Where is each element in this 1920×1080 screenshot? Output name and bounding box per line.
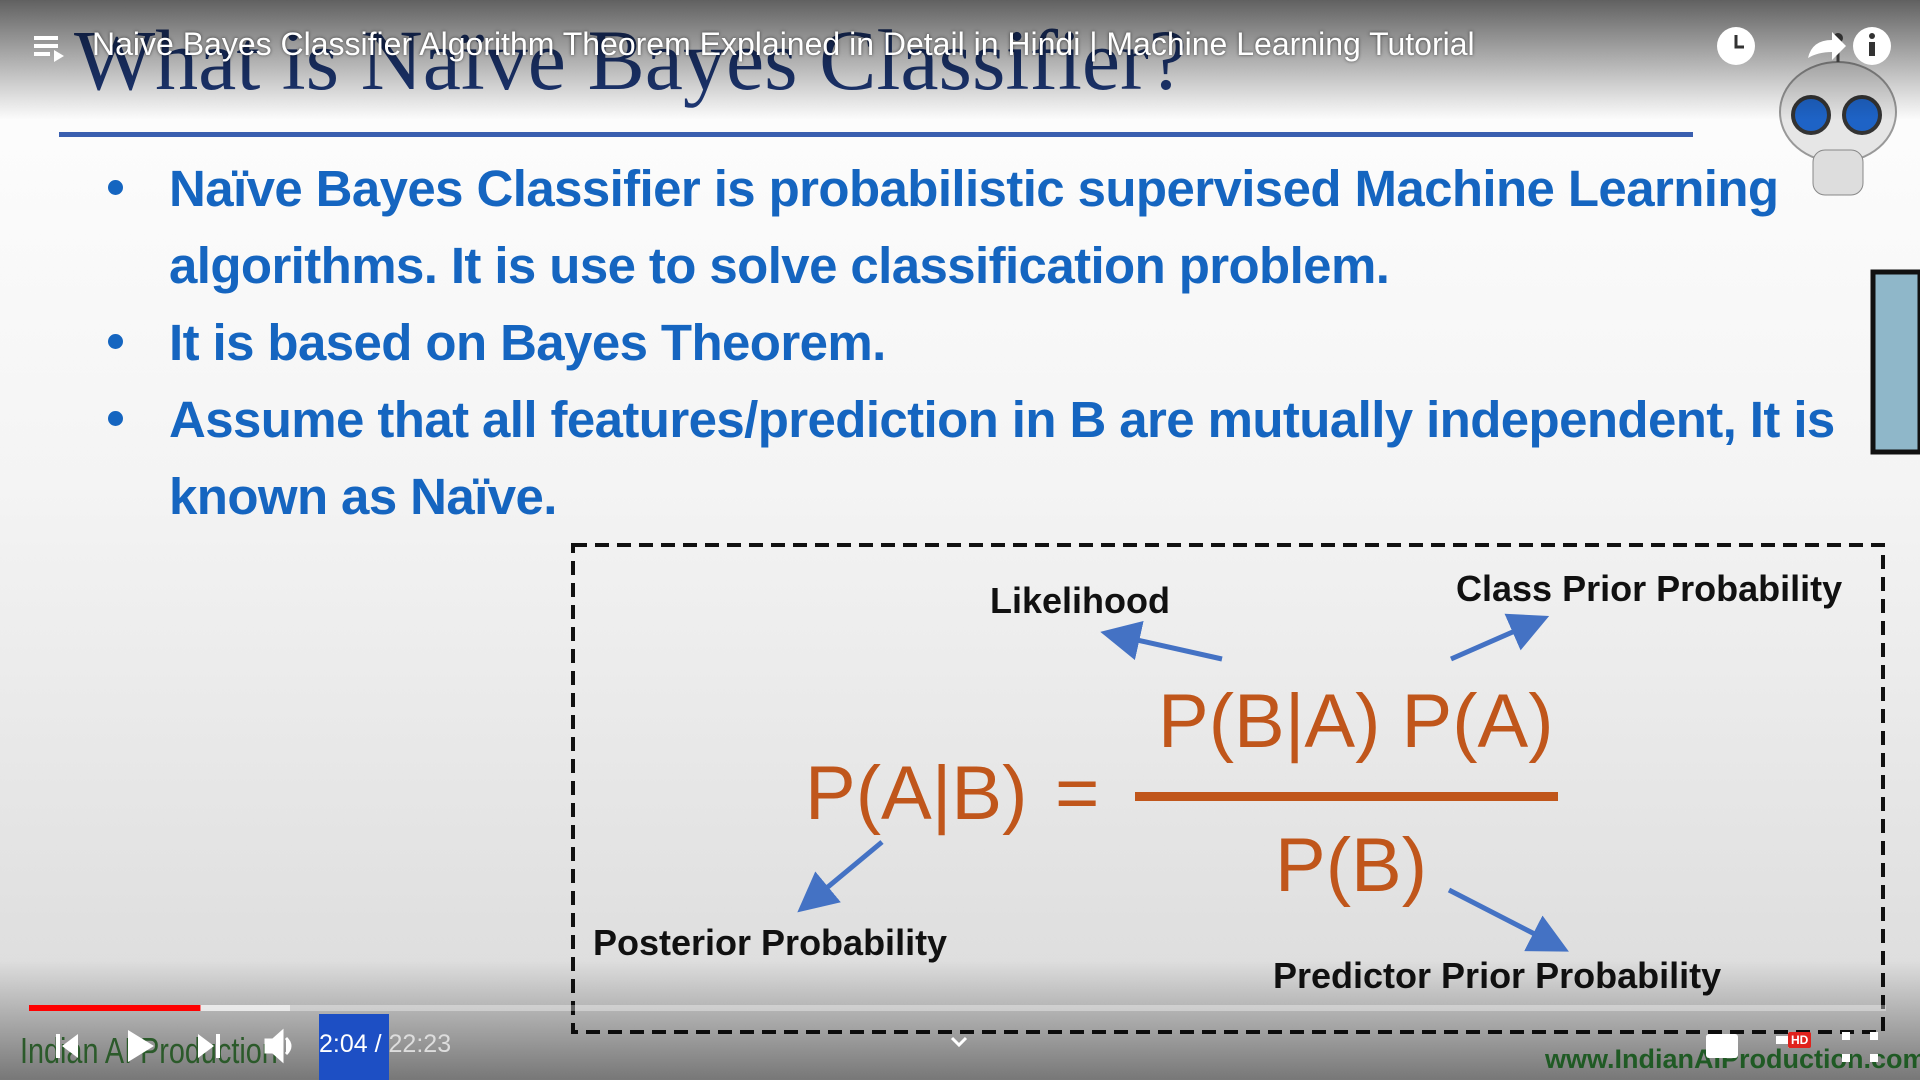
formula-lhs: P(A|B) (805, 751, 1028, 836)
heading-rule (59, 132, 1693, 137)
label-posterior: Posterior Probability (593, 922, 948, 963)
volume-button[interactable] (264, 1028, 292, 1064)
formula-denominator: P(B) (1275, 823, 1427, 908)
play-button[interactable] (128, 1030, 154, 1062)
info-button[interactable] (1853, 27, 1891, 65)
duration: 22:23 (388, 1030, 452, 1058)
time-separator: / (374, 1030, 382, 1058)
side-thumbnail (1870, 269, 1920, 455)
fullscreen-button[interactable] (1842, 1032, 1878, 1062)
channel-logo-text: Indian AI Production (20, 1030, 278, 1071)
label-class-prior: Class Prior Probability (1456, 568, 1843, 609)
label-predictor-prior: Predictor Prior Probability (1273, 955, 1721, 997)
formula-equals: = (1055, 751, 1100, 836)
bullet: It is based on Bayes Theorem. (108, 304, 1869, 381)
captions-button[interactable] (1706, 1034, 1738, 1058)
bullet-list: Naïve Bayes Classifier is probabilistic … (108, 150, 1835, 535)
bullet: Naïve Bayes Classifier is probabilistic … (108, 150, 1869, 304)
top-actions (1717, 27, 1891, 65)
label-likelihood: Likelihood (990, 580, 1170, 621)
progress-track[interactable] (29, 1005, 1886, 1011)
fraction-bar (1135, 792, 1558, 801)
played-bar (29, 1005, 201, 1011)
previous-button[interactable] (56, 1034, 78, 1058)
video-title[interactable]: Naive Bayes Classifier Algorithm Theorem… (92, 26, 1475, 62)
controls (29, 1005, 1886, 1080)
formula-numerator: P(B|A) P(A) (1158, 679, 1554, 764)
playlist-button[interactable] (30, 30, 70, 66)
time-display: 2:04 / 22:23 (319, 1030, 451, 1059)
time-highlight (319, 1014, 389, 1080)
watch-later-button[interactable] (1717, 27, 1755, 65)
formula-box (571, 543, 1885, 1034)
chevron[interactable] (950, 1036, 968, 1048)
arrows (797, 613, 1569, 952)
bullet: Assume that all features/prediction in B… (108, 381, 1869, 535)
hd-badge: HD (1788, 1032, 1812, 1048)
share-button[interactable] (1808, 32, 1846, 60)
next-button[interactable] (198, 1034, 220, 1058)
current-time: 2:04 (319, 1030, 368, 1058)
top-gradient (0, 0, 1920, 120)
